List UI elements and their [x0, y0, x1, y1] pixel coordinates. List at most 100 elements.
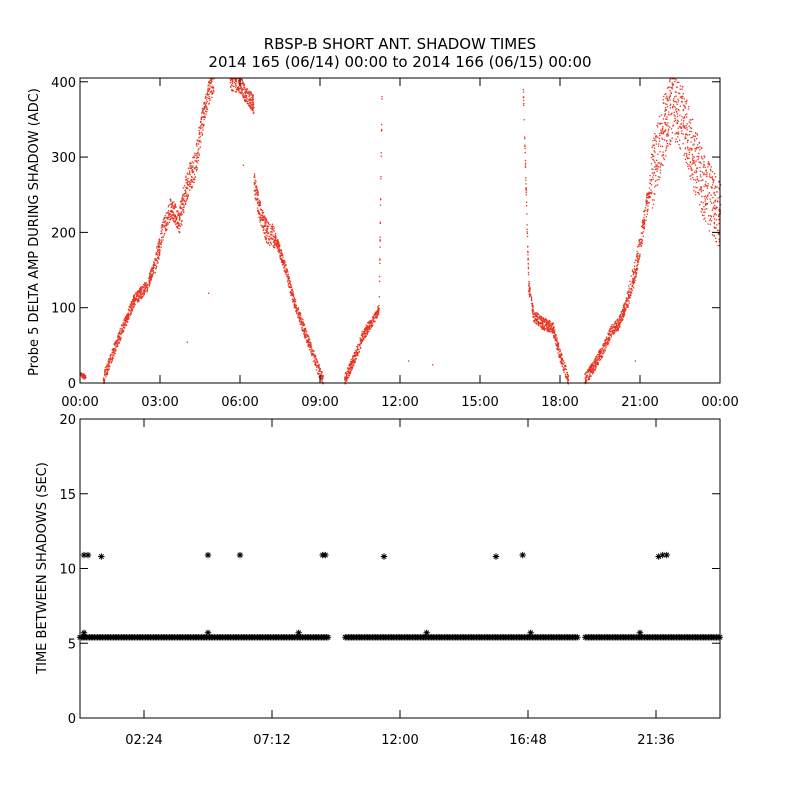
data-point [160, 239, 162, 241]
data-point [375, 316, 377, 318]
data-point [172, 213, 175, 215]
data-point [674, 133, 676, 135]
data-point [303, 324, 305, 327]
data-point [183, 193, 185, 196]
data-point [143, 289, 145, 291]
data-point [667, 132, 669, 134]
data-point [696, 171, 698, 173]
data-point [591, 365, 593, 367]
data-point [546, 322, 549, 324]
data-point [288, 283, 290, 285]
data-point [528, 283, 530, 285]
data-point [171, 209, 173, 212]
data-point [209, 83, 211, 85]
data-point [113, 351, 115, 353]
data-point [290, 286, 293, 288]
data-point [681, 132, 683, 135]
data-point [281, 260, 283, 262]
data-point [667, 87, 669, 89]
data-point [161, 224, 163, 226]
data-point [237, 88, 239, 90]
data-point [624, 309, 627, 311]
data-point [173, 220, 175, 223]
data-point [639, 238, 641, 241]
data-point [677, 92, 680, 94]
data-point [320, 373, 322, 375]
data-point [688, 121, 690, 123]
data-point [173, 205, 176, 207]
data-point [304, 335, 306, 337]
data-point [660, 131, 662, 134]
data-point [557, 344, 559, 347]
data-point [671, 137, 673, 139]
data-point [352, 356, 354, 358]
data-point [282, 259, 285, 262]
data-point [644, 209, 647, 212]
data-point [542, 328, 544, 331]
data-point [196, 167, 198, 169]
data-point [552, 327, 554, 329]
data-point [349, 367, 352, 369]
data-point [252, 110, 254, 112]
data-point [104, 372, 106, 374]
data-point [175, 218, 178, 220]
data-point [359, 339, 361, 342]
data-point [711, 187, 713, 189]
data-point [183, 200, 185, 202]
data-point [374, 312, 376, 314]
data-point [260, 214, 262, 216]
data-point [704, 208, 706, 211]
data-point [628, 294, 630, 296]
data-point [703, 163, 705, 165]
data-point [310, 345, 313, 348]
data-point [544, 321, 546, 323]
data-point [617, 328, 619, 330]
data-point [264, 224, 266, 226]
data-point [187, 195, 189, 197]
data-point [316, 365, 319, 367]
data-point [307, 335, 309, 337]
data-point [107, 365, 109, 368]
data-point [351, 367, 353, 369]
data-point [653, 199, 655, 201]
data-point [255, 198, 257, 201]
data-point [632, 287, 635, 289]
data-point [186, 183, 188, 185]
data-point [622, 310, 625, 312]
data-point [690, 167, 692, 170]
data-point [246, 89, 248, 91]
data-point [277, 242, 279, 244]
data-point [667, 130, 669, 132]
data-point [115, 342, 117, 345]
data-point [590, 366, 593, 368]
data-point [653, 193, 655, 195]
data-point [668, 143, 670, 145]
data-point [685, 103, 687, 105]
data-point [205, 104, 207, 107]
data-point [346, 377, 348, 379]
data-point [122, 331, 124, 333]
data-point [264, 225, 266, 227]
data-point [274, 234, 277, 237]
data-point [111, 354, 114, 356]
data-point [361, 336, 363, 338]
data-point [566, 378, 568, 380]
data-point [255, 190, 257, 192]
data-point [136, 294, 138, 296]
data-point [302, 324, 304, 327]
data-point [354, 358, 356, 360]
data-point [161, 237, 163, 239]
data-point [194, 160, 196, 162]
data-point [287, 278, 289, 280]
data-point [275, 238, 277, 240]
data-point [120, 337, 122, 339]
data-point [295, 304, 297, 306]
data-point [346, 372, 348, 374]
data-point [693, 171, 695, 173]
data-point [259, 212, 261, 214]
data-point [622, 310, 624, 312]
data-point [125, 318, 127, 320]
data-point [279, 257, 281, 259]
data-point [366, 322, 369, 324]
data-point [607, 341, 609, 343]
